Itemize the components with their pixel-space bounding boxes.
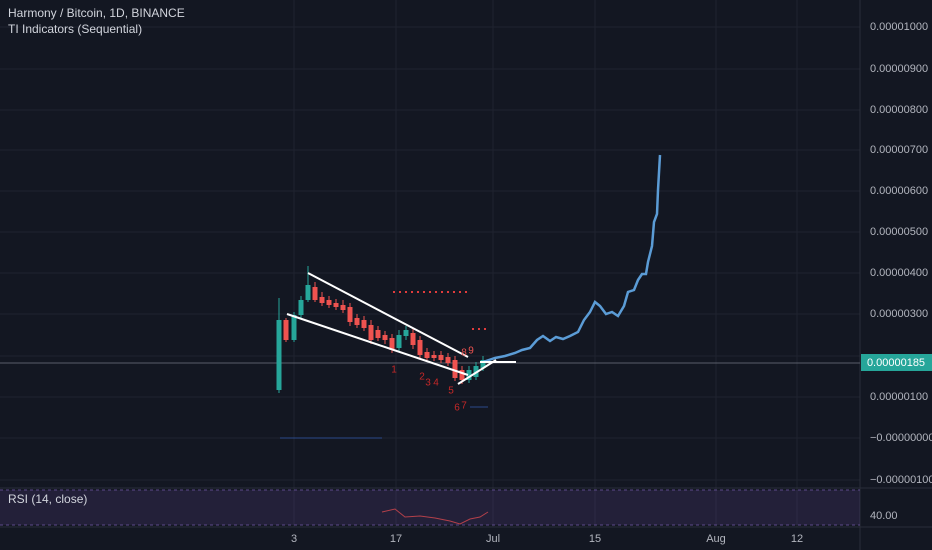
date-label: 3 [291,533,297,545]
last-price: 0.00000185 [867,357,925,369]
candle-body [319,297,325,303]
rsi-value: 40.00 [870,510,898,522]
candle-body [283,320,289,340]
candle-body [431,355,437,358]
candle-body [368,325,374,340]
candle-body [354,318,360,325]
candle-body [340,305,346,310]
price-label: −0.00000100 [870,474,932,486]
rsi-label: RSI (14, close) [8,492,87,506]
price-tag [861,354,932,371]
date-label: 15 [589,533,601,545]
price-label: 0.00000500 [870,226,928,238]
price-label: 0.00001000 [870,21,928,33]
candle-body [375,330,381,338]
projection [482,154,662,364]
candle-body [417,340,423,355]
candle-body [276,320,282,390]
candle-body [361,320,367,328]
title: Harmony / Bitcoin, 1D, BINANCE [8,6,185,20]
candle-body [389,338,395,350]
rsi-band [0,490,860,525]
candle-body [333,303,339,307]
grid [0,0,860,527]
candle-body [298,300,304,315]
candle-body [410,333,416,345]
price-label: 0.00000700 [870,144,928,156]
sequential-count: 1 [391,365,397,376]
candle-body [347,307,353,322]
date-label: Aug [706,533,726,545]
price-label: 0.00000300 [870,308,928,320]
candle-body [438,355,444,360]
candle-body [396,335,402,348]
trendline [457,359,497,385]
candle-body [452,360,458,378]
sequential-count: 6 [454,403,460,414]
subtitle: TI Indicators (Sequential) [8,22,142,36]
candle-body [466,370,472,380]
candle-body [445,357,451,363]
date-label: 17 [390,533,402,545]
candle-body [326,300,332,305]
trendline [286,313,469,376]
candle-body [403,330,409,336]
candle-body [480,360,486,368]
price-label: 0.00000100 [870,391,928,403]
sequential-count: 5 [448,386,454,397]
price-label: 0.00000400 [870,267,928,279]
sequential-count: 4 [433,378,439,389]
sequential-count: 3 [425,378,431,389]
candle-body [291,315,297,340]
price-label: −0.00000000 [870,432,932,444]
price-label: 0.00000900 [870,63,928,75]
candle-body [459,370,465,380]
sequential-count: 8 [461,348,467,359]
rsi-line [381,508,489,525]
price-label: 0.00000600 [870,185,928,197]
price-label: 0.00000800 [870,104,928,116]
trendline [307,272,469,358]
candle-body [382,335,388,340]
candle-body [424,352,430,358]
sequential-count: 9 [468,346,474,357]
date-label: Jul [486,533,500,545]
sequential-count: 2 [419,372,425,383]
date-label: 12 [791,533,803,545]
sequential-count: 7 [461,401,467,412]
candle-body [312,287,318,300]
candles [276,266,486,393]
candle-body [305,285,311,300]
